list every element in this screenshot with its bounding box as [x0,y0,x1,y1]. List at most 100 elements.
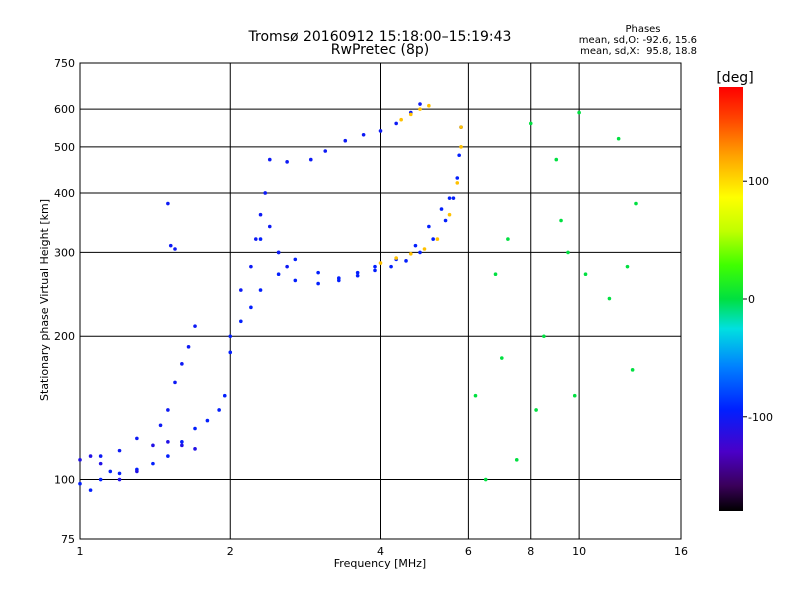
point-F-spread [253,237,258,241]
point-multi-hop [323,149,328,153]
y-tick-label: 400 [54,187,75,200]
point-noise [500,356,504,360]
y-tick-label: 750 [54,57,75,70]
y-axis-label: Stationary phase Virtual Height [km] [38,199,51,401]
point-noise [577,110,581,115]
point-noise [607,296,612,301]
point-noise [506,237,510,241]
point-F-layer-O [418,250,422,255]
point-F-layer-O [316,281,320,286]
point-noise [559,218,563,223]
point-F-yellow [378,261,383,265]
point-F-layer-O [228,334,233,339]
point-low-layer-O [151,461,155,466]
point-E-trace [117,477,122,482]
point-F-yellow [447,212,452,217]
point-low-layer-X [193,324,197,328]
x-tick-label: 1 [77,545,84,558]
point-F-layer-X [355,270,360,275]
point-isolated-1.5 [168,243,173,248]
colorbar-tick-label: -100 [748,411,773,424]
point-multi-hop-yellow [427,103,431,108]
stats-line-x: mean, sd,X: 95.8, 18.8 [580,46,697,57]
point-multi-hop [308,157,313,162]
colorbar: [deg] 100 0 -100 [716,70,773,511]
stats-line-o: mean, sd,O: -92.6, 15.6 [579,35,697,46]
point-F-spread [249,264,253,269]
colorbar-tick-label: 100 [748,175,769,188]
point-E-trace [193,447,197,451]
point-multi-hop [378,129,383,133]
point-F-layer-X [447,196,452,200]
point-F-layer-X [427,224,431,229]
point-multi-hop [394,121,398,126]
point-low-layer-X [180,362,184,366]
point-low-layer-O [222,393,227,398]
point-multi-hop-yellow [399,117,403,122]
point-low-layer-O [108,469,113,474]
point-F-spread [239,288,243,292]
point-multi-hop [285,160,289,164]
point-E-trace [135,469,139,474]
point-E-trace [98,461,103,466]
point-noise [630,368,635,372]
point-F-layer-X [316,270,320,275]
y-tick-labels: 75 100 200 300 400 500 600 750 [54,57,75,546]
colorbar-label: [deg] [716,70,753,86]
point-F-layer-O [451,196,456,200]
point-low-layer-O [228,350,233,355]
point-F-yellow [435,237,440,241]
point-noise [528,121,533,126]
colorbar-ticks: 100 0 -100 [743,175,773,424]
point-F-layer-O [431,237,435,241]
point-F-layer-X [337,276,341,280]
point-E-trace [88,454,93,458]
point-multi-hop [418,102,422,106]
point-E-trace [180,443,184,448]
point-low-layer-X [98,454,103,458]
point-isolated-1.5 [173,247,177,251]
chart-title: Tromsø 20160912 15:18:00–15:19:43 [248,29,512,45]
y-tick-label: 100 [54,474,75,487]
point-F-yellow [459,145,463,149]
point-F-spread [285,264,289,269]
point-multi-hop-yellow [408,112,413,117]
point-low-layer-X [166,408,170,412]
x-tick-label: 10 [572,545,586,558]
point-low-layer-O [117,471,122,476]
point-noise [554,157,559,162]
point-F-spread [267,224,272,229]
colorbar-tick-label: 0 [748,293,755,306]
point-F-layer-X [258,237,263,241]
plot-area [78,62,682,540]
point-low-layer-X [158,423,163,428]
point-E-trace [151,443,155,448]
point-isolated-1.5 [166,201,170,206]
point-low-layer-O [166,454,170,458]
point-E-trace [166,440,170,444]
point-noise [514,458,519,462]
point-F-layer-O [373,268,377,273]
point-noise [493,272,498,277]
point-low-layer-O [217,408,221,412]
chart-subtitle: RwPretec (8p) [331,42,429,58]
x-tick-label: 2 [227,545,234,558]
x-tick-label: 8 [527,545,534,558]
point-low-layer-X [135,436,139,441]
point-F-layer-X [293,257,298,262]
point-F-layer-O [258,288,263,292]
x-tick-label: 6 [465,545,472,558]
point-F-layer-O [276,272,281,277]
point-noise [566,250,570,255]
point-F-layer-O [457,153,461,158]
point-F-yellow [422,247,427,251]
data-points [78,102,638,492]
point-E-trace [78,458,82,462]
point-F-layer-X [413,243,418,248]
point-noise [616,136,621,141]
y-tick-label: 500 [54,141,75,154]
x-axis-label: Frequency [MHz] [334,557,426,570]
point-low-layer-X [117,448,122,453]
